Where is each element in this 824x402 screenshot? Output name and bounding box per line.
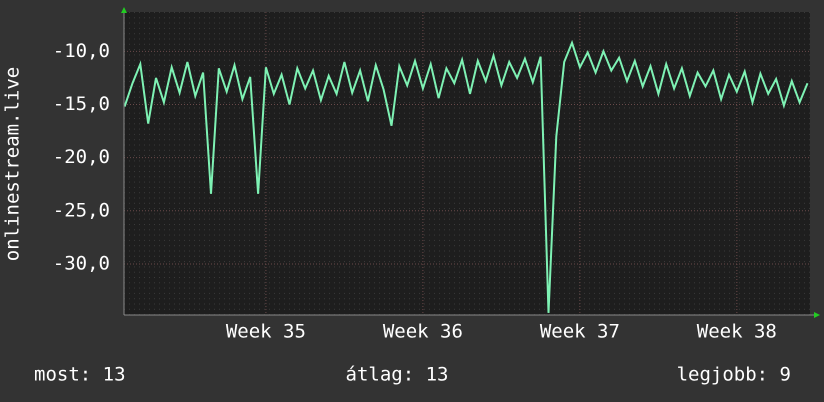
y-tick-label: -15,0 [53,93,110,115]
x-arrow [814,312,820,318]
y-axis-label: onlinestream.live [2,67,24,261]
y-tick-label: -10,0 [53,40,110,62]
plot [123,12,810,315]
data-line [123,39,809,313]
y-tick-label: -25,0 [53,199,110,221]
x-tick-label: Week 38 [697,321,777,343]
x-tick-label: Week 35 [226,321,306,343]
x-tick-label: Week 37 [540,321,620,343]
y-tick-label: -20,0 [53,146,110,168]
footer-stat: átlag: 13 [346,364,449,386]
plot-area [124,12,810,315]
footer-stat: legjobb: 9 [677,364,791,386]
y-arrow [121,7,127,13]
y-tick-label: -30,0 [53,252,110,274]
footer-stat: most: 13 [34,364,126,386]
x-tick-label: Week 36 [383,321,463,343]
